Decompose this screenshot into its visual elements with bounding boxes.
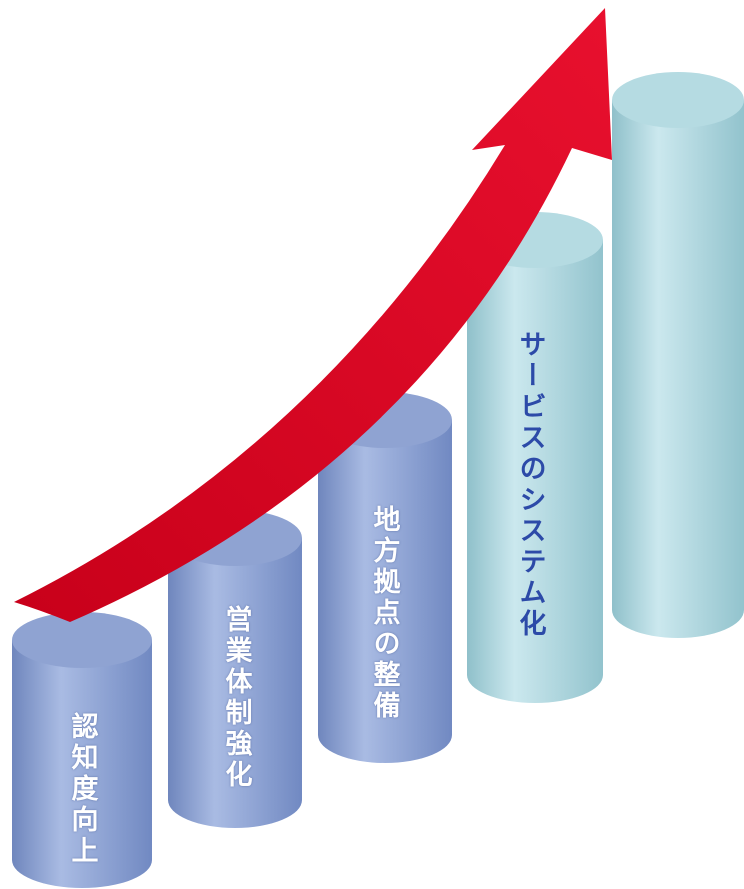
label: 地方拠点の整備: [368, 505, 400, 722]
label: サービスのシステム化: [514, 330, 546, 640]
growth-arrow: [14, 8, 612, 622]
cylinder: [12, 612, 152, 888]
cylinder: [612, 72, 744, 638]
label: 認知度向上: [66, 712, 98, 867]
label: 営業体制強化: [220, 605, 252, 791]
